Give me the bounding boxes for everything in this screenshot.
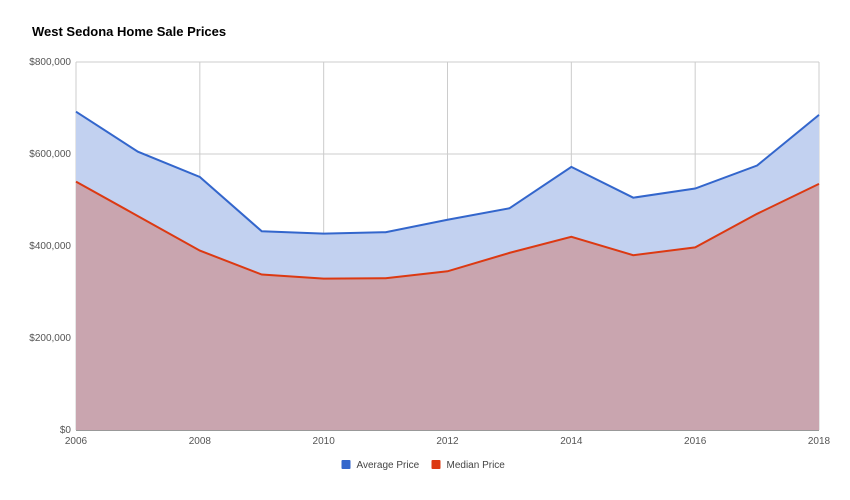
x-tick-label: 2010 [313, 436, 336, 447]
y-tick-label: $400,000 [29, 241, 71, 252]
y-tick-label: $0 [60, 425, 72, 436]
y-tick-label: $800,000 [29, 57, 71, 68]
x-tick-label: 2012 [436, 436, 459, 447]
legend[interactable]: Average Price Median Price [341, 460, 506, 471]
legend-label: Median Price [447, 460, 506, 471]
series-lines [75, 110, 820, 280]
x-tick-label: 2006 [65, 436, 88, 447]
y-tick-label: $200,000 [29, 333, 71, 344]
axis-labels: $0 $200,000 $400,000 $600,000 $800,000 2006 20… [29, 57, 830, 447]
x-tick-label: 2014 [560, 436, 583, 447]
series-area-1 [76, 181, 819, 430]
legend-swatch [431, 460, 441, 469]
legend-swatch [341, 460, 351, 469]
legend-label: Average Price [357, 460, 420, 471]
chart-title: West Sedona Home Sale Prices [32, 24, 227, 39]
y-tick-label: $600,000 [29, 149, 71, 160]
legend-item-1[interactable]: Median Price [431, 460, 506, 471]
legend-item-0[interactable]: Average Price [341, 460, 420, 471]
x-tick-label: 2008 [189, 436, 212, 447]
x-tick-label: 2016 [684, 436, 707, 447]
x-tick-label: 2018 [808, 436, 831, 447]
